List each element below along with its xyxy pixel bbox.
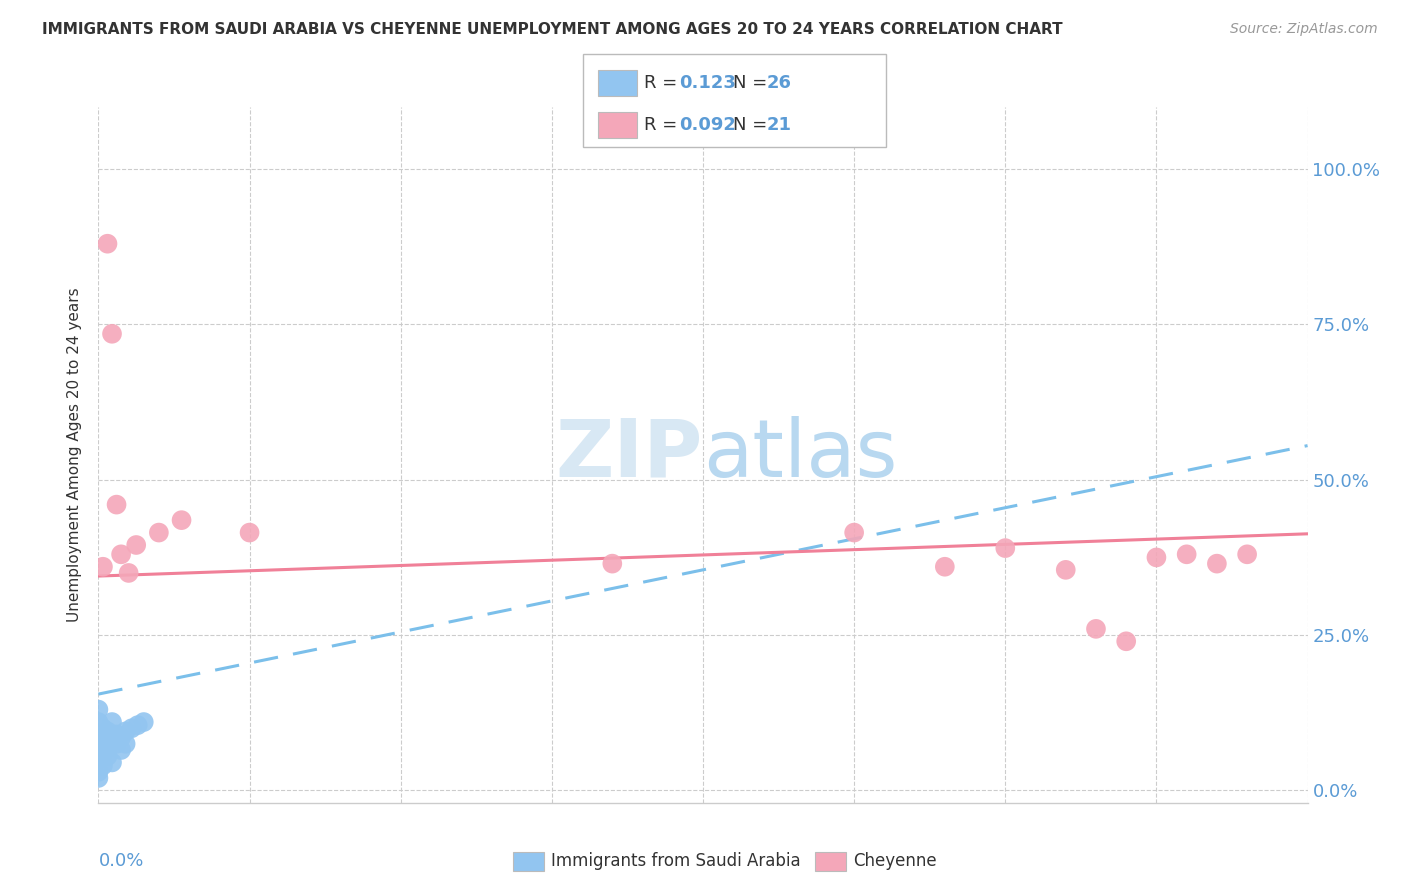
Point: [602, 557, 624, 571]
Text: R =: R =: [644, 116, 683, 134]
Text: IMMIGRANTS FROM SAUDI ARABIA VS CHEYENNE UNEMPLOYMENT AMONG AGES 20 TO 24 YEARS : IMMIGRANTS FROM SAUDI ARABIA VS CHEYENNE…: [42, 22, 1063, 37]
Text: N =: N =: [733, 74, 772, 92]
Point: [101, 733, 124, 747]
Point: [105, 737, 128, 751]
Point: [125, 538, 148, 552]
Point: [96, 739, 118, 754]
Point: [91, 721, 114, 735]
Point: [105, 727, 128, 741]
Point: [87, 714, 110, 729]
Point: [127, 718, 149, 732]
Point: [148, 525, 170, 540]
Point: [96, 749, 118, 764]
Point: [96, 724, 118, 739]
Point: [110, 743, 132, 757]
Point: [91, 758, 114, 772]
Text: 26: 26: [766, 74, 792, 92]
Point: [1144, 550, 1167, 565]
Point: [87, 771, 110, 785]
Point: [87, 727, 110, 741]
Text: 0.0%: 0.0%: [98, 852, 143, 870]
Text: 0.123: 0.123: [679, 74, 735, 92]
Text: 21: 21: [766, 116, 792, 134]
Point: [121, 721, 143, 735]
Point: [101, 714, 124, 729]
Point: [105, 498, 128, 512]
Point: [114, 724, 136, 739]
Point: [87, 764, 110, 779]
Point: [87, 752, 110, 766]
Point: [101, 326, 124, 341]
Point: [844, 525, 866, 540]
Y-axis label: Unemployment Among Ages 20 to 24 years: Unemployment Among Ages 20 to 24 years: [67, 287, 83, 623]
Point: [1115, 634, 1137, 648]
Point: [114, 737, 136, 751]
Point: [96, 236, 118, 251]
Text: N =: N =: [733, 116, 772, 134]
Point: [1175, 547, 1198, 561]
Point: [1236, 547, 1258, 561]
Point: [994, 541, 1017, 555]
Point: [1206, 557, 1229, 571]
Point: [1085, 622, 1108, 636]
Point: [132, 714, 155, 729]
Text: R =: R =: [644, 74, 683, 92]
Point: [101, 756, 124, 770]
Point: [118, 566, 141, 580]
Point: [87, 703, 110, 717]
Point: [1054, 563, 1077, 577]
Point: [110, 731, 132, 745]
Point: [170, 513, 193, 527]
Point: [110, 547, 132, 561]
Point: [239, 525, 262, 540]
Text: 0.092: 0.092: [679, 116, 735, 134]
Text: Source: ZipAtlas.com: Source: ZipAtlas.com: [1230, 22, 1378, 37]
Text: Immigrants from Saudi Arabia: Immigrants from Saudi Arabia: [551, 852, 801, 870]
Point: [934, 559, 956, 574]
Point: [91, 746, 114, 760]
Text: Cheyenne: Cheyenne: [853, 852, 936, 870]
Text: ZIP: ZIP: [555, 416, 703, 494]
Point: [91, 731, 114, 745]
Point: [91, 559, 114, 574]
Text: atlas: atlas: [703, 416, 897, 494]
Point: [87, 739, 110, 754]
